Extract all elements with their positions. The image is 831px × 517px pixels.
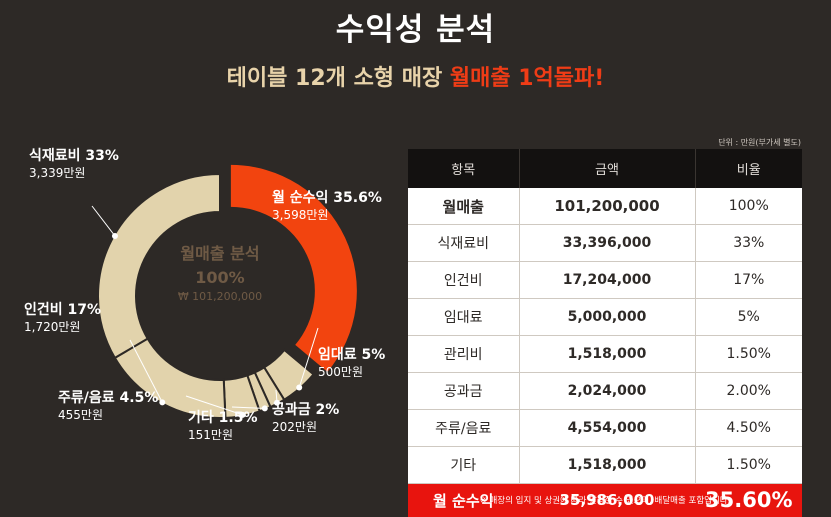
- cell-item: 주류/음료: [408, 409, 519, 447]
- slice-name: 기타 1.5%: [188, 410, 258, 426]
- cell-ratio: 33%: [694, 224, 802, 262]
- cell-amount: 5,000,000: [518, 298, 695, 336]
- profit-table: 항목 금액 비율 월매출 101,200,000 100% 식재료비 33,39…: [408, 149, 802, 517]
- cell-amount: 33,396,000: [518, 224, 695, 262]
- table-row: 기타 1,518,000 1.50%: [408, 446, 802, 484]
- slice-name: 인건비 17%: [24, 302, 102, 318]
- slice-value: 3,598만원: [272, 207, 329, 222]
- slice-name: 임대료 5%: [318, 347, 386, 363]
- donut-chart: [91, 164, 357, 419]
- slice-label-labor: 인건비 17% 1,720만원: [24, 302, 101, 335]
- leader-line: [298, 327, 319, 388]
- cell-amount: 17,204,000: [518, 261, 695, 299]
- cell-amount: 4,554,000: [518, 409, 695, 447]
- cell-ratio: 1.50%: [694, 446, 802, 484]
- table-row: 공과금 2,024,000 2.00%: [408, 372, 802, 410]
- leader-line: [91, 205, 116, 237]
- cell-item: 임대료: [408, 298, 519, 336]
- slice-label-utilities: 공과금 2% 202만원: [272, 402, 339, 435]
- table-row: 주류/음료 4,554,000 4.50%: [408, 409, 802, 447]
- cell-ratio: 5%: [694, 298, 802, 336]
- donut-slice: [97, 172, 221, 360]
- table-row: 관리비 1,518,000 1.50%: [408, 335, 802, 373]
- page-subtitle: 테이블 12개 소형 매장 월매출 1억돌파!: [0, 60, 831, 92]
- table-row: 임대료 5,000,000 5%: [408, 298, 802, 336]
- table-row: 식재료비 33,396,000 33%: [408, 224, 802, 262]
- slice-value: 455만원: [58, 407, 103, 422]
- slice-label-net-profit: 월 순수익 35.6% 3,598만원: [272, 190, 382, 223]
- cell-ratio: 100%: [694, 188, 802, 225]
- table-row: 인건비 17,204,000 17%: [408, 261, 802, 299]
- slice-name: 주류/음료 4.5%: [58, 390, 159, 406]
- cell-amount: 1,518,000: [518, 446, 695, 484]
- slice-value: 500만원: [318, 364, 363, 379]
- leader-line: [129, 339, 163, 403]
- cell-item: 식재료비: [408, 224, 519, 262]
- leader-dot: [159, 399, 166, 406]
- donut-slice: [230, 164, 357, 372]
- slice-value: 3,339만원: [29, 165, 86, 180]
- cell-amount: 2,024,000: [518, 372, 695, 410]
- cell-item: 관리비: [408, 335, 519, 373]
- slice-name: 월 순수익 35.6%: [272, 190, 382, 206]
- slice-label-drinks: 주류/음료 4.5% 455만원: [58, 390, 158, 423]
- cell-ratio: 4.50%: [694, 409, 802, 447]
- cell-ratio: 2.00%: [694, 372, 802, 410]
- leader-line: [231, 406, 265, 409]
- donut-center: 월매출 분석 100% ₩ 101,200,000: [150, 240, 290, 303]
- col-header-amount: 금액: [518, 149, 695, 188]
- cell-item: 인건비: [408, 261, 519, 299]
- slice-value: 1,720만원: [24, 319, 81, 334]
- slice-name: 공과금 2%: [272, 402, 340, 418]
- col-header-item: 항목: [408, 149, 519, 188]
- cell-ratio: 17%: [694, 261, 802, 299]
- leader-dot: [274, 399, 281, 406]
- slice-label-rent: 임대료 5% 500만원: [318, 347, 385, 380]
- cell-amount: 101,200,000: [518, 188, 695, 225]
- col-header-ratio: 비율: [694, 149, 802, 188]
- table-header-row: 항목 금액 비율: [408, 149, 802, 188]
- leader-dot: [111, 232, 118, 239]
- slice-value: 151만원: [188, 427, 233, 442]
- slice-label-other: 기타 1.5% 151만원: [188, 410, 257, 443]
- leader-line: [185, 395, 243, 416]
- cell-amount: 1,518,000: [518, 335, 695, 373]
- donut-center-title: 월매출 분석: [180, 244, 260, 263]
- donut-center-percent: 100%: [195, 268, 245, 287]
- leader-dot: [261, 405, 268, 412]
- cell-item: 공과금: [408, 372, 519, 410]
- subtitle-part1: 테이블 12개 소형 매장: [226, 66, 450, 91]
- leader-dot: [239, 411, 246, 418]
- cell-item: 월매출: [408, 188, 519, 225]
- slice-value: 202만원: [272, 419, 317, 434]
- slice-label-food: 식재료비 33% 3,339만원: [29, 148, 119, 181]
- slice-name: 식재료비 33%: [29, 148, 119, 164]
- donut-center-total: ₩ 101,200,000: [177, 290, 263, 303]
- subtitle-part2: 월매출 1억돌파!: [449, 66, 605, 91]
- cell-ratio: 1.50%: [694, 335, 802, 373]
- footnote: ※ 매장의 입지 및 상권에 따라 달라질 수 있으며, 배달매출 포함입니다.: [479, 496, 731, 506]
- cell-item: 기타: [408, 446, 519, 484]
- leader-dot: [296, 384, 303, 391]
- table-row: 월매출 101,200,000 100%: [408, 188, 802, 225]
- unit-note: 단위 : 만원(부가세 별도): [718, 138, 801, 147]
- page-title: 수익성 분석: [335, 12, 496, 48]
